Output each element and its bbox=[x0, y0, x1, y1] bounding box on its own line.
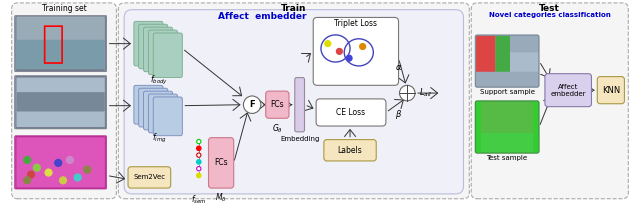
Text: $M_{\delta}$: $M_{\delta}$ bbox=[215, 192, 227, 204]
Text: KNN: KNN bbox=[602, 86, 620, 95]
Circle shape bbox=[67, 157, 73, 163]
FancyBboxPatch shape bbox=[143, 27, 173, 72]
Circle shape bbox=[55, 160, 61, 166]
Circle shape bbox=[33, 164, 40, 171]
FancyBboxPatch shape bbox=[17, 17, 104, 70]
FancyBboxPatch shape bbox=[266, 91, 289, 118]
FancyBboxPatch shape bbox=[16, 137, 105, 188]
FancyBboxPatch shape bbox=[15, 76, 107, 129]
FancyBboxPatch shape bbox=[476, 102, 481, 152]
FancyBboxPatch shape bbox=[143, 91, 173, 130]
FancyBboxPatch shape bbox=[148, 94, 177, 133]
Circle shape bbox=[196, 167, 201, 171]
Text: Labels: Labels bbox=[338, 146, 362, 155]
Text: Novel categories classification: Novel categories classification bbox=[489, 12, 611, 18]
FancyBboxPatch shape bbox=[16, 77, 105, 128]
Text: Support sample: Support sample bbox=[479, 89, 534, 95]
Circle shape bbox=[196, 153, 201, 157]
Circle shape bbox=[243, 96, 261, 113]
Text: $L_{all}$: $L_{all}$ bbox=[419, 87, 433, 99]
Text: $\alpha$: $\alpha$ bbox=[395, 63, 402, 72]
Text: Triplet Loss: Triplet Loss bbox=[334, 19, 378, 28]
FancyBboxPatch shape bbox=[17, 138, 105, 187]
Circle shape bbox=[24, 177, 31, 184]
Text: Affect  embedder: Affect embedder bbox=[218, 12, 306, 21]
FancyBboxPatch shape bbox=[533, 102, 538, 152]
Circle shape bbox=[337, 48, 342, 54]
FancyBboxPatch shape bbox=[134, 85, 163, 124]
Circle shape bbox=[360, 44, 365, 50]
Text: FCs: FCs bbox=[271, 100, 284, 109]
FancyBboxPatch shape bbox=[475, 101, 539, 153]
FancyBboxPatch shape bbox=[124, 10, 463, 194]
Text: $f_{body}$: $f_{body}$ bbox=[150, 74, 168, 87]
FancyBboxPatch shape bbox=[148, 30, 177, 75]
Text: F: F bbox=[250, 100, 255, 109]
FancyBboxPatch shape bbox=[209, 138, 234, 188]
FancyBboxPatch shape bbox=[471, 3, 628, 199]
Text: Affect
embedder: Affect embedder bbox=[550, 84, 586, 97]
Text: $\beta$: $\beta$ bbox=[395, 108, 402, 121]
FancyBboxPatch shape bbox=[15, 16, 107, 72]
Text: Training set: Training set bbox=[42, 4, 86, 13]
Text: FCs: FCs bbox=[214, 158, 228, 167]
Circle shape bbox=[74, 174, 81, 181]
Circle shape bbox=[28, 171, 35, 178]
FancyBboxPatch shape bbox=[118, 3, 469, 199]
FancyBboxPatch shape bbox=[313, 17, 399, 85]
FancyBboxPatch shape bbox=[17, 92, 105, 111]
Text: Embedding: Embedding bbox=[280, 136, 319, 142]
FancyBboxPatch shape bbox=[16, 16, 105, 71]
Text: $G_{\theta}$: $G_{\theta}$ bbox=[272, 122, 283, 135]
FancyBboxPatch shape bbox=[475, 35, 539, 87]
FancyBboxPatch shape bbox=[153, 33, 182, 78]
Text: Sem2Vec: Sem2Vec bbox=[133, 175, 165, 180]
Circle shape bbox=[84, 166, 91, 173]
FancyBboxPatch shape bbox=[139, 88, 168, 127]
FancyBboxPatch shape bbox=[510, 52, 538, 72]
Circle shape bbox=[196, 146, 201, 150]
Circle shape bbox=[196, 139, 201, 144]
FancyBboxPatch shape bbox=[476, 36, 538, 86]
Circle shape bbox=[399, 85, 415, 101]
Circle shape bbox=[325, 41, 331, 47]
Text: Test sample: Test sample bbox=[486, 155, 527, 161]
FancyBboxPatch shape bbox=[15, 136, 107, 189]
Circle shape bbox=[196, 173, 201, 178]
Circle shape bbox=[24, 157, 31, 163]
FancyBboxPatch shape bbox=[128, 167, 171, 188]
FancyBboxPatch shape bbox=[139, 24, 168, 69]
FancyBboxPatch shape bbox=[476, 102, 538, 152]
Text: $f_{sem}$: $f_{sem}$ bbox=[191, 194, 207, 206]
FancyBboxPatch shape bbox=[134, 21, 163, 66]
Circle shape bbox=[346, 55, 352, 61]
Circle shape bbox=[196, 160, 201, 164]
FancyBboxPatch shape bbox=[153, 97, 182, 136]
Circle shape bbox=[45, 169, 52, 176]
Text: Test: Test bbox=[540, 4, 560, 13]
Text: Train: Train bbox=[281, 4, 307, 13]
Circle shape bbox=[60, 177, 67, 184]
FancyBboxPatch shape bbox=[12, 3, 116, 199]
FancyBboxPatch shape bbox=[495, 36, 510, 72]
FancyBboxPatch shape bbox=[324, 140, 376, 161]
FancyBboxPatch shape bbox=[17, 40, 105, 69]
FancyBboxPatch shape bbox=[17, 78, 104, 127]
FancyBboxPatch shape bbox=[476, 133, 538, 152]
FancyBboxPatch shape bbox=[316, 99, 386, 126]
FancyBboxPatch shape bbox=[597, 77, 625, 104]
FancyBboxPatch shape bbox=[17, 16, 105, 69]
FancyBboxPatch shape bbox=[545, 74, 591, 107]
Text: $f_{img}$: $f_{img}$ bbox=[152, 132, 166, 145]
FancyBboxPatch shape bbox=[295, 78, 305, 132]
FancyBboxPatch shape bbox=[476, 36, 495, 72]
FancyBboxPatch shape bbox=[17, 78, 105, 127]
Text: CE Loss: CE Loss bbox=[337, 108, 365, 117]
